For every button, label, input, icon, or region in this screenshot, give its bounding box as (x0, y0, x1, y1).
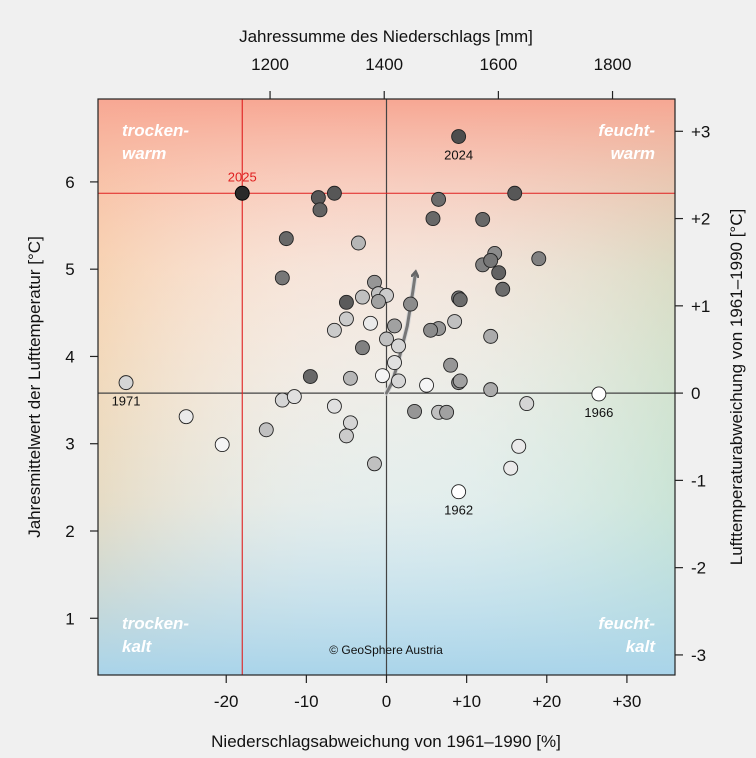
point-label-highlight: 2025 (228, 169, 257, 184)
data-point (439, 404, 455, 420)
right-axis-title: Lufttemperaturabweichung von 1961–1990 [… (727, 209, 746, 566)
data-point (447, 314, 463, 329)
axes: -20 -10 0 +10 +20 +30Niederschlagsabweichung … (25, 27, 746, 751)
data-point (302, 369, 318, 384)
y-axis-title: Jahresmittelwert der Lufttemperatur [°C] (25, 236, 44, 538)
quadrant-labels: trocken-warm feucht-warm trocken-kalt feuch… (122, 121, 656, 656)
x-tick-label: 0 (382, 692, 391, 711)
x-tick-label: -10 (294, 692, 319, 711)
data-point (431, 191, 447, 207)
data-point (375, 368, 390, 384)
data-point (363, 315, 378, 331)
data-point (419, 377, 435, 393)
right-tick-label: -1 (691, 471, 706, 490)
data-point (214, 437, 230, 453)
data-point (326, 398, 342, 414)
data-point (312, 202, 328, 218)
data-point (483, 382, 499, 398)
data-point (278, 231, 294, 247)
point-label: 2024 (444, 148, 473, 163)
right-tick-label: 0 (691, 384, 700, 403)
data-point (452, 292, 468, 308)
data-point (403, 296, 418, 312)
top-tick-label: 1400 (365, 55, 403, 74)
top-tick-label: 1800 (594, 55, 632, 74)
data-point (425, 211, 441, 227)
data-point (491, 265, 507, 281)
data-point-highlight (234, 185, 250, 201)
data-point (407, 403, 422, 419)
point-label: 1962 (444, 503, 473, 518)
quadrant-label-top-right: feucht-warm (598, 121, 655, 163)
data-point (451, 129, 467, 144)
right-tick-label: +3 (691, 122, 710, 141)
data-point (351, 235, 366, 251)
data-point (387, 318, 402, 334)
data-point (338, 428, 354, 444)
data-point (310, 190, 326, 206)
data-point (326, 185, 342, 201)
data-point (451, 484, 467, 500)
data-point (391, 373, 406, 389)
data-point (355, 340, 370, 356)
data-point (531, 251, 547, 267)
y-tick-label: 3 (65, 435, 74, 454)
data-point (342, 415, 358, 431)
data-point (274, 270, 290, 286)
data-points (118, 129, 607, 500)
right-tick-label: -3 (691, 646, 706, 665)
copyright-text: © GeoSphere Austria (329, 643, 443, 657)
top-tick-label: 1600 (479, 55, 517, 74)
data-point (342, 370, 358, 386)
data-point (495, 281, 511, 297)
data-point (507, 185, 523, 201)
data-point (178, 409, 194, 425)
right-tick-label: -2 (691, 559, 706, 578)
y-tick-label: 4 (65, 347, 74, 366)
x-tick-label: -20 (214, 692, 239, 711)
y-tick-label: 5 (65, 260, 74, 279)
data-point (483, 253, 499, 268)
data-point (258, 422, 274, 438)
right-tick-label: +1 (691, 297, 710, 316)
data-point (338, 294, 354, 310)
data-point (452, 373, 468, 389)
y-tick-label: 1 (65, 609, 74, 628)
data-point (326, 322, 342, 338)
data-point (483, 328, 499, 344)
data-point (519, 396, 535, 412)
data-point (423, 322, 439, 338)
data-point (118, 375, 134, 391)
data-point (371, 294, 386, 309)
data-point (338, 311, 354, 327)
point-labels: 2025 2024 1971 1966 1962 (112, 148, 614, 518)
quadrant-label-bottom-right: feucht-kalt (598, 614, 656, 656)
quadrant-label-top-left: trocken-warm (122, 121, 189, 163)
x-tick-label: +10 (452, 692, 481, 711)
quadrant-label-bottom-left: trocken-kalt (122, 614, 189, 656)
x-tick-label: +30 (612, 692, 641, 711)
data-point (387, 355, 402, 371)
point-label: 1971 (112, 394, 141, 409)
data-point (591, 386, 607, 402)
data-point (511, 438, 527, 454)
y-tick-label: 6 (65, 173, 74, 192)
x-axis-title: Niederschlagsabweichung von 1961–1990 [%… (211, 732, 561, 751)
data-point (475, 211, 491, 227)
top-tick-label: 1200 (251, 55, 289, 74)
right-tick-label: +2 (691, 210, 710, 229)
data-point (391, 338, 406, 354)
top-axis-title: Jahressumme des Niederschlags [mm] (239, 27, 533, 46)
data-point (503, 460, 519, 476)
data-point (286, 389, 302, 405)
point-label: 1966 (584, 405, 613, 420)
data-point (355, 289, 370, 305)
y-tick-label: 2 (65, 522, 74, 541)
x-tick-label: +20 (532, 692, 561, 711)
data-point (443, 357, 459, 373)
data-point (379, 331, 394, 347)
data-point (367, 456, 382, 472)
